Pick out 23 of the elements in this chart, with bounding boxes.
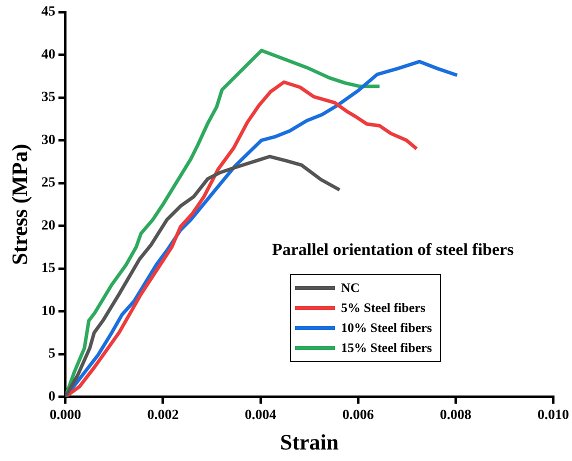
- x-tick-label: 0.002: [147, 408, 179, 423]
- y-tick-label: 25: [41, 176, 56, 191]
- x-tick-label: 0.010: [538, 408, 569, 423]
- y-axis-title: Stress (MPa): [6, 144, 32, 265]
- y-tick-label: 10: [41, 304, 56, 319]
- legend-title: Parallel orientation of steel fibers: [272, 240, 514, 260]
- x-tick-label: 0.000: [50, 408, 82, 423]
- y-tick-label: 0: [48, 389, 56, 404]
- y-tick-label: 20: [41, 218, 56, 234]
- legend-label: NC: [341, 280, 360, 296]
- x-tick-label: 0.006: [342, 408, 374, 423]
- y-tick-label: 5: [48, 346, 56, 362]
- x-tick-label: 0.008: [440, 408, 472, 423]
- y-tick-label: 40: [41, 47, 56, 62]
- x-axis-title: Strain: [280, 429, 339, 454]
- y-tick-label: 35: [41, 90, 56, 106]
- legend-label: 10% Steel fibers: [341, 320, 432, 336]
- legend-label: 15% Steel fibers: [341, 340, 432, 356]
- y-tick-label: 30: [41, 132, 56, 148]
- y-tick-label: 45: [41, 4, 56, 20]
- legend-label: 5% Steel fibers: [341, 300, 426, 316]
- x-tick-label: 0.004: [244, 408, 276, 423]
- y-tick-label: 15: [41, 261, 56, 276]
